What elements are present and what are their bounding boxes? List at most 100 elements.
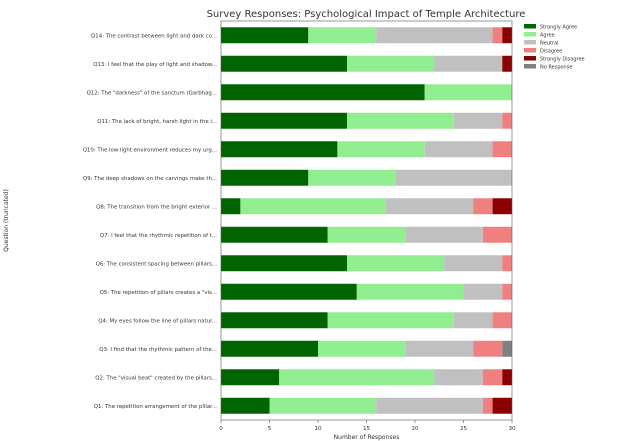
bar-segment-strongly-agree <box>221 27 309 44</box>
bar-segment-strongly-agree <box>221 312 328 329</box>
y-axis-label: Question (truncated) <box>3 189 10 252</box>
legend-entry: No Response <box>524 64 572 70</box>
bar-segment-disagree <box>482 226 512 243</box>
bar-segment-strongly-disagree <box>502 27 512 44</box>
bar-segment-strongly-agree <box>221 169 309 186</box>
legend-entry: Strongly Agree <box>524 24 577 30</box>
bars-group <box>221 27 512 414</box>
y-tick-label: Q3: I find that the rhythmic pattern of … <box>99 347 217 353</box>
bar-segment-agree <box>347 55 435 72</box>
bar-segment-neutral <box>463 283 503 300</box>
y-tick-label: Q5: The repetition of pillars creates a … <box>100 290 218 296</box>
bar-segment-neutral <box>385 198 474 215</box>
bar-segment-neutral <box>453 312 493 329</box>
bar-segment-neutral <box>395 169 512 186</box>
y-tick-label: Q14: The contrast between light and dark… <box>91 33 217 39</box>
bar-segment-disagree <box>473 340 503 357</box>
bar-segment-agree <box>347 112 454 129</box>
y-tick-label: Q4: My eyes follow the line of pillars n… <box>98 318 217 324</box>
bar-segment-disagree <box>473 198 493 215</box>
plot-frame <box>220 20 513 421</box>
y-tick-label: Q7: I feel that the rhythmic repetition … <box>100 233 217 239</box>
y-tick-label: Q10: The low light environment reduces m… <box>83 147 218 153</box>
legend-entry: Neutral <box>524 40 558 46</box>
bar-segment-strongly-disagree <box>492 198 512 215</box>
y-tick-label: Q12: The "darkness" of the sanctum (Garb… <box>87 90 218 96</box>
y-tick-label: Q6: The consistent spacing between pilla… <box>96 261 218 267</box>
x-tick-label: 5 <box>268 426 272 432</box>
x-tick-label: 15 <box>363 426 371 432</box>
legend: Strongly Agree Agree Neutral Disagree Strong… <box>524 24 585 70</box>
bar-segment-no-response <box>502 340 512 357</box>
bar-segment-disagree <box>482 397 493 414</box>
y-tick-label: Q9: The deep shadows on the carvings mak… <box>83 176 217 182</box>
bar-segment-neutral <box>405 226 483 243</box>
chart-title: Survey Responses: Psychological Impact o… <box>207 9 526 20</box>
legend-entry: Strongly Disagree <box>524 56 585 62</box>
y-tick-label: Q2: The "visual beat" created by the pil… <box>95 375 217 381</box>
bar-segment-strongly-disagree <box>502 55 512 72</box>
y-tick-label: Q8: The transition from the bright exter… <box>96 204 217 210</box>
bar-segment-agree <box>269 397 377 414</box>
bar-segment-agree <box>279 369 435 386</box>
bar-segment-disagree <box>502 112 512 129</box>
legend-swatch <box>524 32 536 37</box>
bar-segment-agree <box>337 141 425 158</box>
legend-label: Agree <box>540 32 555 38</box>
bar-segment-neutral <box>376 27 493 44</box>
y-tick-labels: Q14: The contrast between light and dark… <box>83 33 218 410</box>
bar-segment-agree <box>347 255 445 272</box>
bar-segment-disagree <box>482 369 503 386</box>
y-tick-label: Q11: The lack of bright, harsh light in … <box>97 119 217 125</box>
bar-segment-neutral <box>434 55 503 72</box>
bar-segment-neutral <box>434 369 483 386</box>
legend-swatch <box>524 24 536 29</box>
bar-segment-strongly-agree <box>221 283 357 300</box>
bar-segment-disagree <box>502 255 512 272</box>
legend-swatch <box>524 64 536 69</box>
legend-label: Strongly Agree <box>540 24 577 30</box>
bar-segment-strongly-agree <box>221 198 241 215</box>
bar-segment-agree <box>318 340 406 357</box>
x-axis: 0 5 10 15 20 25 30 <box>219 20 516 432</box>
bar-segment-strongly-disagree <box>492 397 512 414</box>
x-tick-label: 30 <box>508 426 516 432</box>
bar-segment-strongly-agree <box>221 255 348 272</box>
bar-segment-agree <box>327 226 406 243</box>
bar-segment-strongly-agree <box>221 340 318 357</box>
x-tick-label: 25 <box>460 426 468 432</box>
legend-label: Strongly Disagree <box>540 56 585 62</box>
bar-segment-strongly-agree <box>221 84 425 101</box>
legend-swatch <box>524 56 536 61</box>
bar-segment-disagree <box>492 27 503 44</box>
legend-swatch <box>524 48 536 53</box>
bar-segment-neutral <box>444 255 503 272</box>
y-tick-label: Q1: The repetition arrangement of the pi… <box>94 404 217 410</box>
bar-segment-strongly-agree <box>221 55 348 72</box>
y-tick-label: Q13: I feel that the play of light and s… <box>93 62 217 68</box>
legend-label: Neutral <box>540 40 558 46</box>
legend-label: Disagree <box>540 48 562 54</box>
bar-segment-strongly-disagree <box>502 369 512 386</box>
x-tick-label: 0 <box>219 426 223 432</box>
legend-swatch <box>524 40 536 45</box>
bar-segment-neutral <box>453 112 503 129</box>
bar-segment-neutral <box>376 397 483 414</box>
x-tick-label: 10 <box>314 426 322 432</box>
bar-segment-agree <box>240 198 386 215</box>
bar-segment-neutral <box>405 340 474 357</box>
bar-segment-disagree <box>492 312 512 329</box>
bar-segment-strongly-agree <box>221 112 348 129</box>
bar-segment-neutral <box>424 141 493 158</box>
bar-segment-disagree <box>492 141 512 158</box>
legend-entry: Agree <box>524 32 555 38</box>
bar-segment-agree <box>424 84 512 101</box>
bar-segment-strongly-agree <box>221 141 338 158</box>
legend-label: No Response <box>540 64 572 70</box>
x-tick-label: 20 <box>411 426 419 432</box>
bar-segment-agree <box>327 312 454 329</box>
bar-segment-strongly-agree <box>221 369 280 386</box>
bar-segment-agree <box>308 169 396 186</box>
x-axis-label: Number of Responses <box>334 434 400 441</box>
